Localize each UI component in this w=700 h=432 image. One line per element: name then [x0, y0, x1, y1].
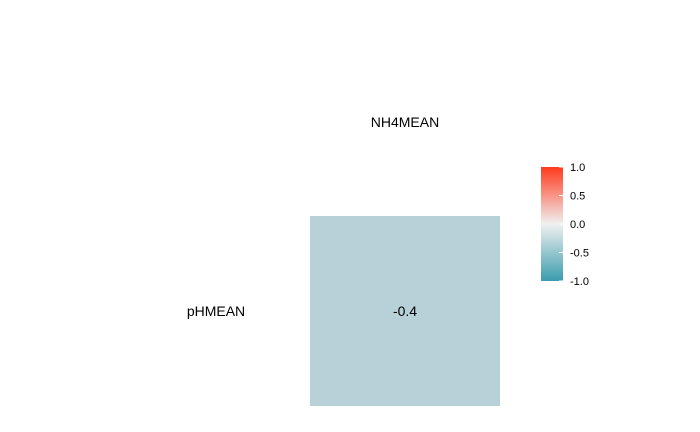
heatmap-cell [310, 216, 500, 406]
legend-tick-label: 0.0 [570, 219, 585, 231]
legend-tick-label: -1.0 [570, 276, 589, 288]
cell-value-label: -0.4 [393, 303, 417, 319]
heatmap-cells: -0.4 [310, 216, 500, 406]
row-label: pHMEAN [187, 303, 245, 319]
row-labels: pHMEAN [187, 303, 245, 319]
legend-tick-label: 1.0 [570, 162, 585, 174]
legend-ticks: 1.0 0.5 0.0 -0.5 -1.0 [559, 162, 589, 288]
legend-tick-label: -0.5 [570, 248, 589, 260]
color-legend: 1.0 0.5 0.0 -0.5 -1.0 [541, 162, 589, 288]
column-label: NH4MEAN [371, 114, 439, 130]
legend-tick-label: 0.5 [570, 191, 585, 203]
legend-color-bar [541, 167, 563, 281]
column-labels: NH4MEAN [371, 114, 439, 130]
